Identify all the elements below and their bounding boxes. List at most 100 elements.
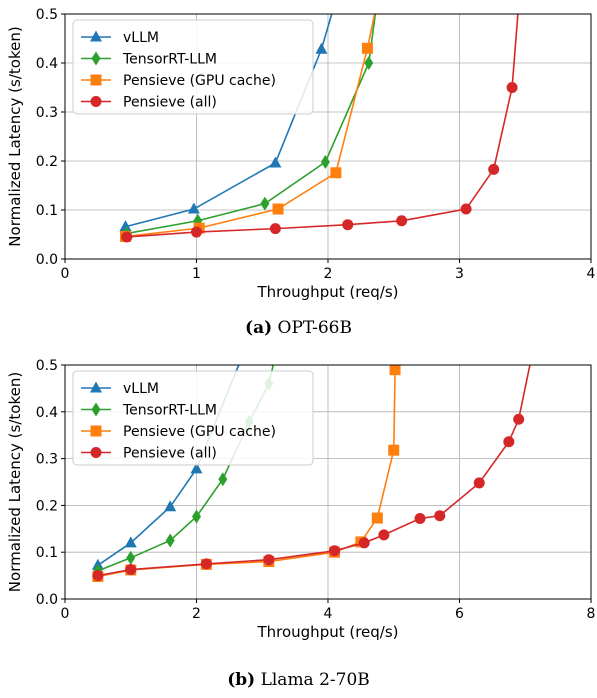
data-point [272, 203, 284, 215]
x-axis-label: Throughput (req/s) [256, 283, 398, 301]
data-point [330, 167, 342, 179]
data-point [269, 223, 281, 235]
x-tick-label: 3 [455, 266, 464, 282]
data-point [165, 533, 175, 548]
data-point [506, 82, 518, 93]
legend-label: TensorRT-LLM [122, 52, 217, 68]
data-point [371, 512, 383, 524]
x-tick-label: 0 [61, 266, 70, 282]
x-tick-label: 1 [192, 266, 201, 282]
x-tick-label: 0 [61, 606, 70, 622]
y-axis-label: Normalized Latency (s/token) [6, 26, 24, 246]
y-tick-label: 0.0 [36, 252, 58, 268]
legend-label: TensorRT-LLM [122, 403, 217, 419]
data-point [190, 462, 203, 474]
series-pensieve-all [121, 14, 519, 243]
data-point [358, 537, 370, 549]
data-point [218, 472, 228, 487]
legend-label: Pensieve (all) [123, 446, 217, 462]
y-tick-label: 0.5 [36, 7, 58, 23]
x-tick-label: 2 [324, 266, 333, 282]
data-point [92, 570, 104, 582]
data-point [342, 219, 354, 231]
legend-marker [91, 51, 101, 66]
x-tick-label: 4 [324, 606, 333, 622]
data-point [361, 42, 373, 54]
series-pensieve-all [92, 365, 531, 582]
caption-a-text: OPT-66B [277, 318, 352, 338]
data-point [126, 550, 136, 565]
y-tick-label: 0.5 [36, 358, 58, 374]
chart-panel-1: 0 1 2 3 4 0.0 0.1 0.2 0.3 0.4 0.5 vLLM TensorRT-LLM P… [6, 7, 596, 301]
data-point [119, 220, 132, 232]
y-tick-label: 0.3 [36, 105, 58, 121]
plot-frame [64, 13, 592, 260]
legend: vLLM TensorRT-LLM Pensieve (GPU cache) Pens… [72, 370, 314, 466]
y-tick-label: 0.3 [36, 452, 58, 468]
data-point [124, 536, 137, 548]
data-point [513, 413, 525, 425]
y-tick-label: 0.0 [36, 592, 58, 608]
caption-b-text: Llama 2-70B [260, 670, 370, 690]
data-point [192, 509, 201, 524]
data-point [125, 564, 137, 576]
series-vllm [119, 14, 333, 232]
caption-b-label: (b) [227, 670, 256, 690]
x-axis-label: Throughput (req/s) [256, 623, 398, 641]
y-tick-label: 0.2 [36, 154, 58, 170]
data-point [320, 154, 330, 169]
y-axis-label: Normalized Latency (s/token) [6, 372, 24, 592]
data-point [315, 42, 328, 54]
data-point [389, 365, 401, 376]
data-point [364, 56, 374, 70]
data-point [260, 196, 270, 211]
plot-frame [64, 364, 592, 600]
data-point [434, 510, 446, 522]
legend-marker [90, 74, 102, 86]
caption-a: (a) OPT-66B [0, 318, 597, 338]
x-tick-label: 8 [587, 606, 596, 622]
legend-marker [90, 381, 102, 393]
legend-label: vLLM [123, 381, 159, 397]
data-point [164, 500, 177, 512]
y-tick-label: 0.4 [36, 405, 58, 421]
legend-marker [90, 425, 102, 437]
x-tick-label: 4 [587, 266, 596, 282]
y-tick-label: 0.2 [36, 498, 58, 514]
data-point [460, 203, 472, 215]
series-line [125, 14, 376, 238]
data-point [329, 545, 341, 557]
data-point [473, 477, 485, 489]
data-point [191, 226, 202, 238]
legend: vLLM TensorRT-LLM Pensieve (GPU cache) Pens… [72, 19, 314, 115]
data-point [200, 558, 212, 570]
chart-panel-2: 0 2 4 6 8 0.0 0.1 0.2 0.3 0.4 0.5 vLLM TensorRT-LLM P… [6, 358, 596, 641]
data-point [503, 436, 515, 448]
data-point [269, 156, 282, 168]
legend-box [72, 19, 314, 115]
data-point [121, 231, 133, 243]
data-point [187, 202, 200, 214]
data-point [263, 554, 275, 566]
caption-b: (b) Llama 2-70B [0, 670, 597, 690]
y-tick-label: 0.1 [36, 545, 58, 561]
x-tick-label: 6 [455, 606, 464, 622]
legend-label: Pensieve (GPU cache) [123, 424, 276, 440]
legend-marker [90, 447, 102, 458]
legend-label: Pensieve (GPU cache) [123, 73, 276, 89]
legend-marker [91, 402, 101, 417]
data-point [388, 444, 400, 456]
legend-box [72, 370, 314, 466]
data-point [414, 513, 426, 525]
y-tick-label: 0.1 [36, 203, 58, 219]
y-tick-label: 0.4 [36, 56, 58, 72]
data-point [378, 529, 390, 541]
legend-marker [90, 96, 102, 107]
legend-marker [90, 30, 102, 42]
legend-label: vLLM [123, 30, 159, 46]
x-tick-label: 2 [192, 606, 201, 622]
caption-a-label: (a) [245, 318, 273, 338]
data-point [488, 163, 500, 175]
legend-label: Pensieve (all) [123, 95, 217, 111]
